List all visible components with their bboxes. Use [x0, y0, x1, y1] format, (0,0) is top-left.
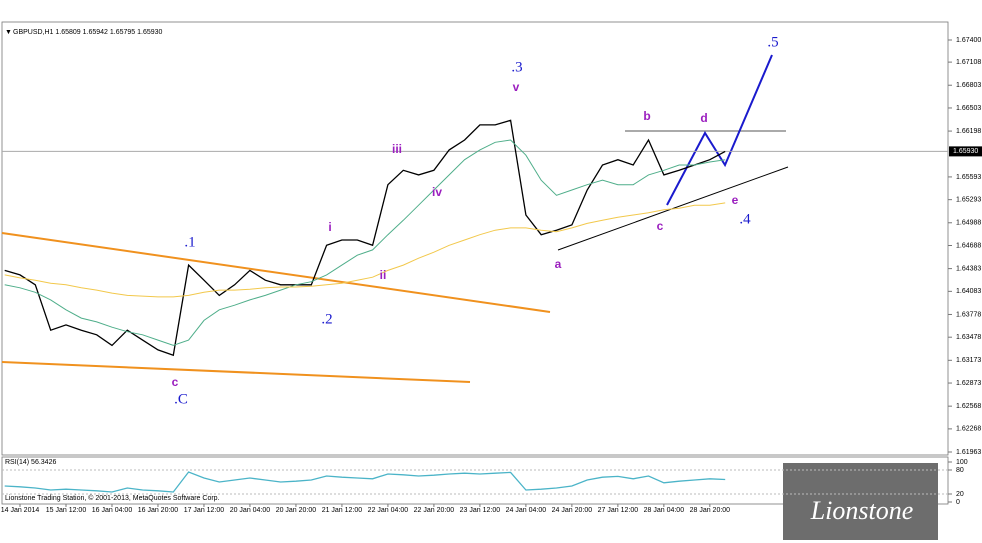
x-tick-label: 28 Jan 04:00: [644, 507, 685, 514]
y-tick-label: 1.64688: [956, 242, 981, 249]
projection: [666, 54, 773, 206]
wave-label: iv: [432, 185, 442, 199]
x-tick-label: 27 Jan 12:00: [598, 507, 639, 514]
wave-label: d: [700, 111, 707, 125]
copyright: Lionstone Trading Station, © 2001-2013, …: [5, 494, 220, 502]
wave-label: .2: [321, 311, 332, 327]
y-tick-label: 1.62873: [956, 380, 981, 387]
y-tick-label: 1.65293: [956, 196, 981, 203]
x-tick-label: 17 Jan 12:00: [184, 507, 225, 514]
y-tick-label: 1.64383: [956, 265, 981, 272]
y-tick-label: 80: [956, 467, 964, 474]
price-label: 1.65930: [953, 148, 978, 155]
logo: Lionstone: [810, 496, 914, 525]
price-badge: [949, 146, 982, 157]
wave-label: a: [555, 257, 562, 271]
x-tick-label: 21 Jan 12:00: [322, 507, 363, 514]
x-tick-label: 22 Jan 04:00: [368, 507, 409, 514]
y-tick-label: 1.63778: [956, 311, 981, 318]
series-line: [4, 471, 726, 493]
y-tick-label: 1.66198: [956, 128, 981, 135]
panel-title: RSI(14) 56.3426: [5, 459, 56, 466]
y-tick-label: 1.63173: [956, 357, 981, 364]
x-tick-label: 22 Jan 20:00: [414, 507, 455, 514]
y-tick-label: 1.62568: [956, 403, 981, 410]
x-tick-label: 14 Jan 2014: [1, 507, 40, 514]
wave-label: .3: [511, 59, 522, 75]
x-tick-label: 23 Jan 12:00: [460, 507, 501, 514]
y-tick-label: 20: [956, 491, 964, 498]
x-tick-label: 24 Jan 04:00: [506, 507, 547, 514]
x-tick-label: 20 Jan 04:00: [230, 507, 271, 514]
y-tick-label: 1.67108: [956, 59, 981, 66]
y-tick-label: 1.66503: [956, 105, 981, 112]
wave-label: i: [328, 220, 331, 234]
wave-label: v: [513, 80, 520, 94]
wave-label: c: [172, 375, 179, 389]
y-tick-label: 0: [956, 499, 960, 506]
y-tick-label: 1.62268: [956, 426, 981, 433]
series-line: [4, 139, 726, 346]
y-tick-label: 1.64083: [956, 288, 981, 295]
symbol-info: GBPUSD,H1 1.65809 1.65942 1.65795 1.6593…: [13, 29, 163, 36]
wave-label: .C: [174, 391, 188, 407]
wave-label: e: [732, 193, 739, 207]
y-tick-label: 1.66803: [956, 82, 981, 89]
x-tick-label: 20 Jan 20:00: [276, 507, 317, 514]
x-tick-label: 15 Jan 12:00: [46, 507, 87, 514]
y-tick-label: 1.63478: [956, 334, 981, 341]
x-tick-label: 28 Jan 20:00: [690, 507, 731, 514]
main-frame: [1, 21, 949, 456]
logo-box: [783, 463, 938, 540]
channel-line: [1, 361, 471, 383]
wave-label: .4: [739, 211, 751, 227]
x-tick-label: 16 Jan 20:00: [138, 507, 179, 514]
x-tick-label: 16 Jan 04:00: [92, 507, 133, 514]
channel-line: [1, 232, 551, 313]
symbol-triangle: ▼: [5, 29, 12, 36]
x-tick-label: 24 Jan 20:00: [552, 507, 593, 514]
wave-label: c: [657, 219, 664, 233]
wave-label: ii: [380, 268, 387, 282]
y-tick-label: 1.67400: [956, 37, 981, 44]
y-tick-label: 1.61963: [956, 449, 981, 456]
series-line: [4, 202, 726, 298]
wave-label: iii: [392, 142, 402, 156]
wave-label: .5: [767, 34, 778, 50]
series-line: [4, 119, 726, 357]
y-tick-label: 100: [956, 459, 968, 466]
y-tick-label: 1.64988: [956, 220, 981, 227]
wave-label: .1: [184, 234, 195, 250]
y-tick-label: 1.65593: [956, 174, 981, 181]
wave-label: b: [643, 109, 650, 123]
